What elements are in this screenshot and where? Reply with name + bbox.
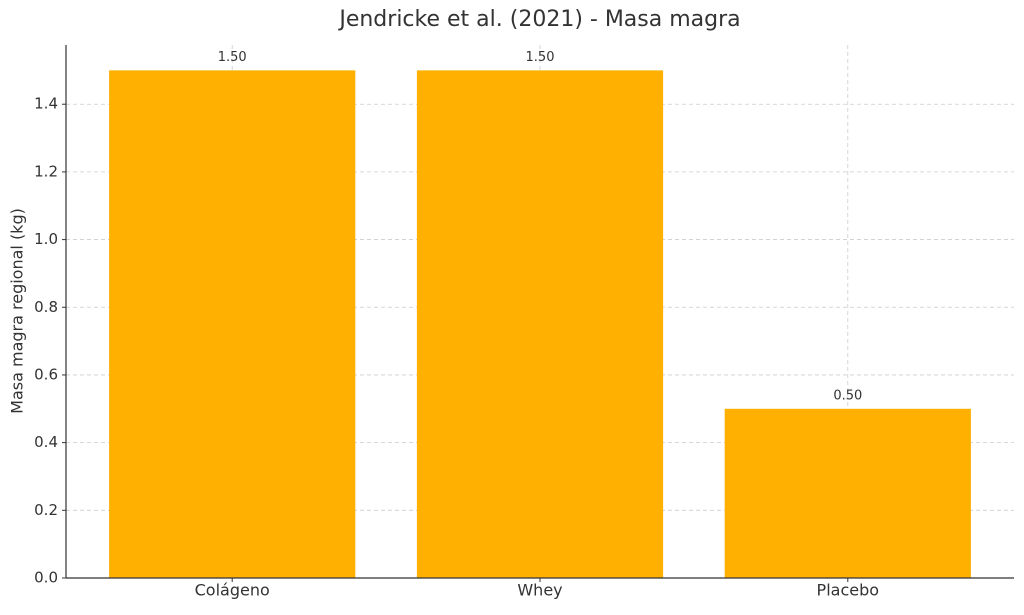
bar [109,70,356,578]
y-tick-label: 0.4 [34,433,58,451]
value-label: 0.50 [833,388,862,403]
x-tick-label: Whey [517,581,562,600]
y-tick-label: 0.0 [34,569,58,587]
x-tick-label: Colágeno [195,581,270,600]
bar [724,408,971,578]
x-tick-label: Placebo [817,581,879,600]
y-tick-label: 0.8 [34,298,58,316]
y-tick-label: 0.6 [34,365,58,383]
bar [416,70,664,578]
value-label: 1.50 [218,50,247,65]
y-tick-label: 1.4 [34,95,58,113]
y-tick-label: 1.2 [34,162,58,180]
y-tick-label: 1.0 [34,230,58,248]
chart-title: Jendricke et al. (2021) - Masa magra [337,7,740,32]
y-axis-label: Masa magra regional (kg) [8,208,27,414]
value-label: 1.50 [526,50,555,65]
y-tick-label: 0.2 [34,501,58,519]
